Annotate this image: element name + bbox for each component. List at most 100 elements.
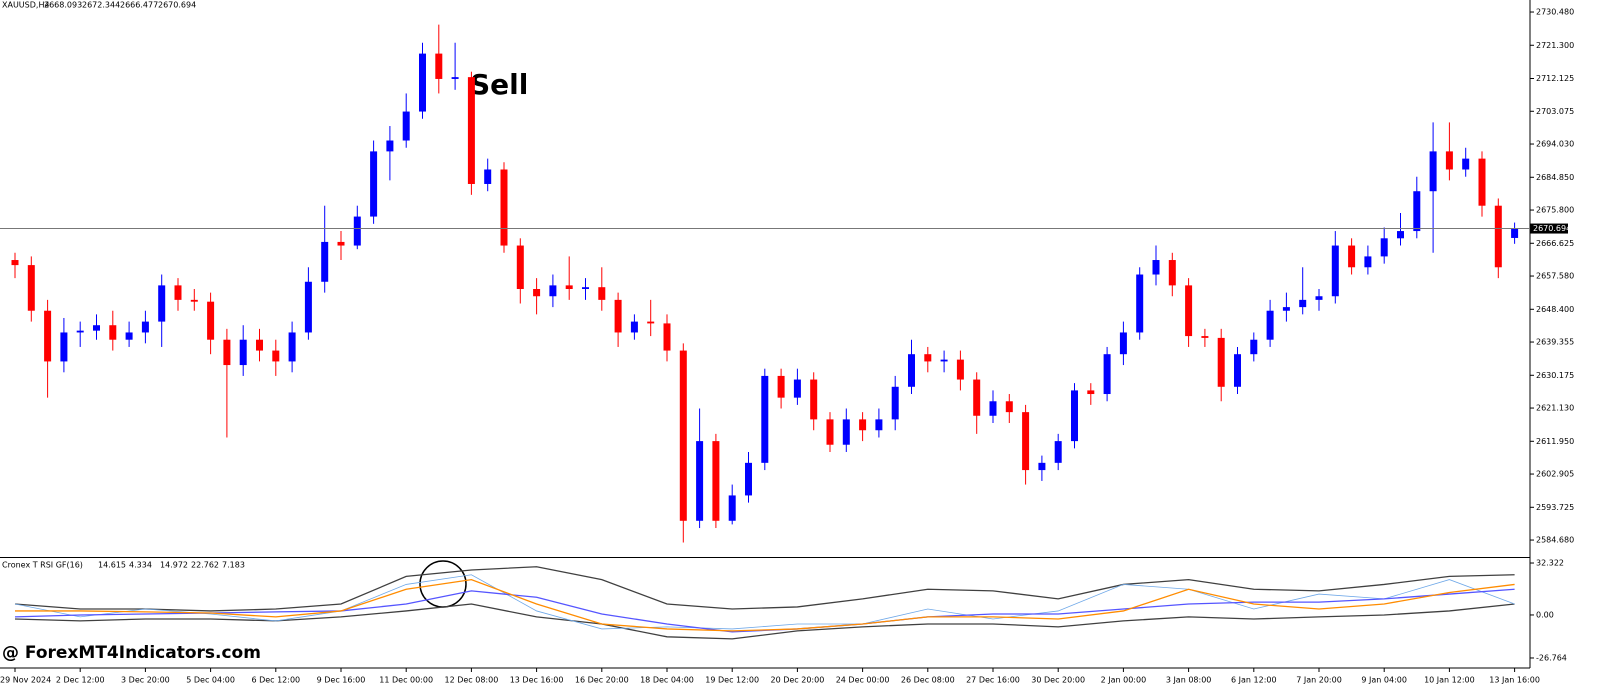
candle-body bbox=[1511, 228, 1519, 238]
y-tick-label: 2712.125 bbox=[1536, 74, 1574, 83]
y-tick-label: 2684.850 bbox=[1536, 173, 1574, 182]
indicator-value: 14.615 bbox=[98, 561, 126, 570]
y-tick-label: 2630.175 bbox=[1536, 371, 1574, 380]
x-tick-label: 2 Dec 12:00 bbox=[56, 676, 105, 685]
candle-body bbox=[1282, 307, 1290, 311]
candle-body bbox=[1348, 245, 1356, 268]
candle-body bbox=[630, 321, 638, 333]
candle-body bbox=[533, 289, 541, 297]
indicator-line bbox=[14, 603, 1515, 640]
candle-body bbox=[141, 321, 149, 333]
x-tick-label: 13 Jan 16:00 bbox=[1489, 676, 1540, 685]
y-tick-label: 2584.680 bbox=[1536, 536, 1574, 545]
x-tick-label: 3 Jan 08:00 bbox=[1166, 676, 1212, 685]
x-tick-label: 20 Dec 20:00 bbox=[770, 676, 824, 685]
candle-body bbox=[1217, 337, 1225, 387]
y-tick-label: 2593.725 bbox=[1536, 503, 1574, 512]
candle-body bbox=[1136, 274, 1144, 333]
candle-body bbox=[158, 285, 166, 322]
annotation: Sell bbox=[470, 68, 528, 101]
candle-body bbox=[973, 379, 981, 416]
candle-body bbox=[1185, 285, 1193, 337]
candle-body bbox=[1266, 310, 1274, 340]
candle-body bbox=[1201, 336, 1209, 338]
candle-body bbox=[1005, 401, 1013, 413]
candle-body bbox=[1429, 151, 1437, 192]
y-tick-label: 2648.400 bbox=[1536, 305, 1574, 314]
y-tick-label: 32.322 bbox=[1536, 559, 1564, 568]
x-tick-label: 3 Dec 20:00 bbox=[121, 676, 170, 685]
y-tick-label: 2730.480 bbox=[1536, 8, 1574, 17]
candle-body bbox=[370, 151, 378, 217]
candle-body bbox=[174, 285, 182, 300]
candle-body bbox=[1299, 299, 1307, 308]
candle-body bbox=[989, 401, 997, 416]
candle-body bbox=[272, 350, 280, 362]
candle-body bbox=[1413, 191, 1421, 232]
candle-body bbox=[467, 77, 475, 184]
candle-body bbox=[109, 325, 117, 340]
candle-body bbox=[891, 386, 899, 420]
candle-body bbox=[712, 441, 720, 521]
candle-body bbox=[826, 419, 834, 445]
indicator-line bbox=[15, 578, 1515, 632]
y-tick-label: 2666.625 bbox=[1536, 239, 1574, 248]
candle-body bbox=[908, 354, 915, 387]
y-tick-label: 2611.950 bbox=[1536, 437, 1574, 446]
candle-body bbox=[451, 77, 459, 79]
candle-body bbox=[1331, 245, 1339, 297]
candle-body bbox=[1478, 158, 1486, 206]
x-tick-label: 29 Nov 2024 bbox=[0, 676, 51, 685]
symbol: XAUUSD,H4 bbox=[2, 1, 50, 10]
candle-body bbox=[1103, 354, 1111, 395]
x-tick-label: 16 Dec 20:00 bbox=[575, 676, 629, 685]
candle-body bbox=[745, 462, 752, 496]
y-tick-label: 2639.355 bbox=[1536, 338, 1574, 347]
indicator-title: Cronex T RSI GF(16) bbox=[2, 561, 83, 570]
y-tick-label: 2694.030 bbox=[1536, 140, 1574, 149]
candle-body bbox=[125, 332, 133, 340]
candle-body bbox=[598, 287, 606, 300]
candle-body bbox=[1234, 354, 1241, 387]
candle-body bbox=[940, 359, 948, 362]
x-tick-label: 10 Jan 12:00 bbox=[1424, 676, 1475, 685]
candle-body bbox=[1168, 260, 1176, 286]
y-tick-label: 2657.580 bbox=[1536, 272, 1574, 281]
candle-body bbox=[1022, 412, 1030, 471]
candle-body bbox=[256, 339, 263, 351]
candle-body bbox=[859, 419, 867, 431]
candle-body bbox=[1494, 205, 1502, 268]
candle-body bbox=[793, 379, 801, 398]
x-tick-label: 18 Dec 04:00 bbox=[640, 676, 694, 685]
candle-body bbox=[386, 140, 394, 152]
candle-body bbox=[419, 53, 426, 112]
candle-body bbox=[728, 495, 736, 521]
x-tick-label: 27 Dec 16:00 bbox=[966, 676, 1020, 685]
candle-body bbox=[777, 375, 785, 398]
candle-body bbox=[1445, 151, 1453, 170]
x-tick-label: 9 Jan 04:00 bbox=[1361, 676, 1407, 685]
candle-body bbox=[27, 265, 35, 311]
y-tick-label: 2721.300 bbox=[1536, 41, 1574, 50]
candle-body bbox=[60, 332, 68, 362]
candle-body bbox=[337, 241, 345, 246]
candle-body bbox=[663, 323, 671, 351]
candle-body bbox=[1397, 231, 1404, 239]
x-tick-label: 19 Dec 12:00 bbox=[705, 676, 759, 685]
candle-body bbox=[1364, 256, 1372, 268]
candle-body bbox=[1380, 238, 1388, 257]
indicator-header: Cronex T RSI GF(16) bbox=[2, 561, 83, 570]
candle-body bbox=[76, 330, 84, 333]
candle-body bbox=[761, 375, 769, 463]
candle-body bbox=[1250, 339, 1258, 355]
candle-body bbox=[810, 379, 818, 420]
y-tick-label: 0.00 bbox=[1536, 610, 1554, 619]
candle-body bbox=[1315, 296, 1323, 300]
candle-body bbox=[956, 359, 964, 380]
candle-body bbox=[679, 350, 687, 521]
y-tick-label: 2602.905 bbox=[1536, 470, 1574, 479]
candle-body bbox=[582, 287, 589, 290]
x-tick-label: 5 Dec 04:00 bbox=[186, 676, 235, 685]
candle-body bbox=[207, 301, 215, 340]
x-tick-label: 2 Jan 00:00 bbox=[1101, 676, 1147, 685]
